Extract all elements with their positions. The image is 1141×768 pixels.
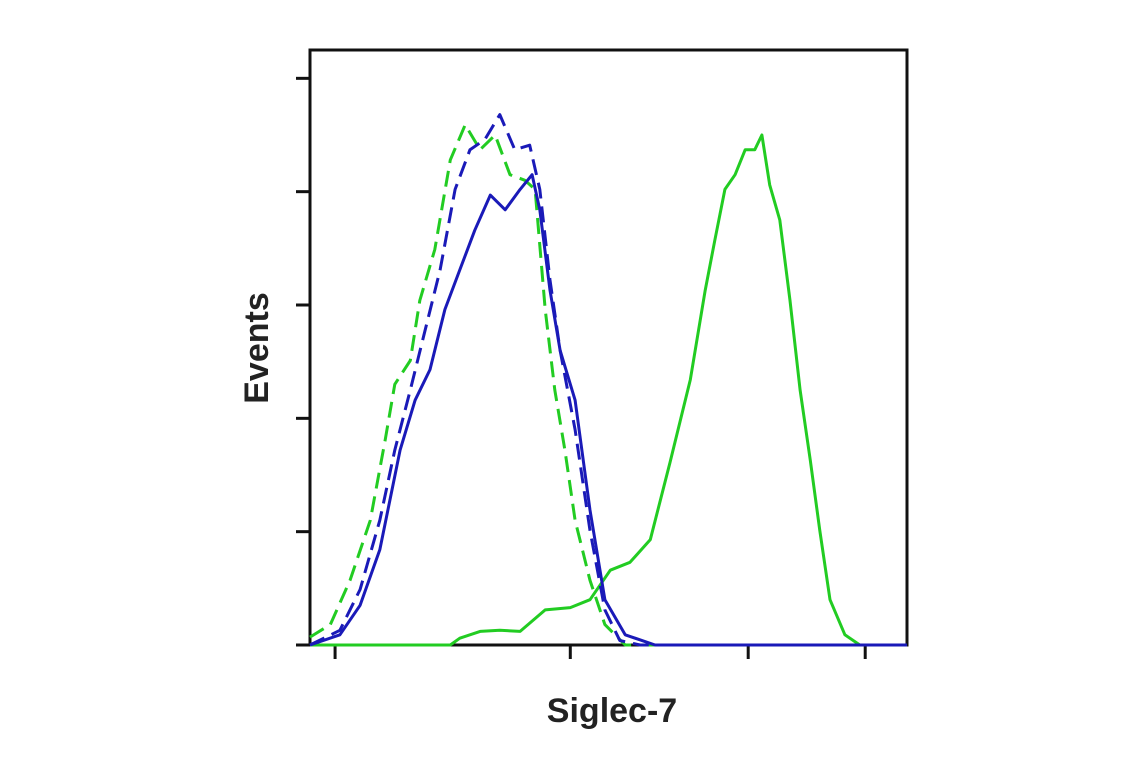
- x-axis-title: Siglec-7: [547, 692, 677, 730]
- y-axis-title: Events: [238, 292, 276, 404]
- histogram-line: [309, 113, 907, 647]
- plot-frame: [308, 48, 909, 647]
- histogram-line: [310, 133, 907, 647]
- histogram-line: [309, 173, 907, 647]
- histogram-line: [309, 123, 907, 647]
